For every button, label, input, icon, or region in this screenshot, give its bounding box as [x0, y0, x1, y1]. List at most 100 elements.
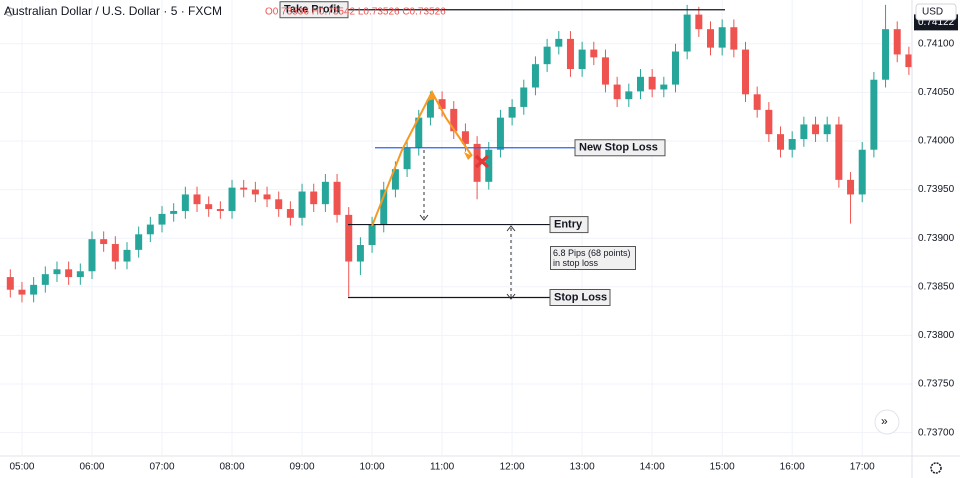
candle-body [730, 27, 738, 50]
axes: 0.73700 0.73750 0.73800 0.73850 0.73900 0.739… [9, 14, 958, 473]
x-tick-label: 15:00 [710, 462, 735, 473]
candle-body [6, 277, 14, 290]
candle-body [181, 194, 189, 211]
candle-body [835, 124, 843, 180]
candle-body [788, 139, 796, 150]
level-label: Take Profit [284, 4, 340, 16]
candle-body [496, 117, 504, 150]
candle-body [251, 189, 259, 195]
y-tick-label: 0.73700 [918, 427, 955, 438]
x-tick-label: 11:00 [430, 462, 455, 473]
candle-body [275, 199, 283, 210]
level-label: Entry [554, 218, 583, 230]
candle-body [695, 14, 703, 30]
candle-body [777, 134, 785, 150]
candle-body [53, 269, 61, 275]
candle-body [648, 76, 656, 90]
candle-body [893, 29, 901, 55]
candle-body [753, 94, 761, 110]
y-tick-label: 0.74050 [918, 87, 955, 98]
candle-body [461, 131, 469, 144]
x-tick-label: 13:00 [570, 462, 595, 473]
candle-body [205, 204, 213, 210]
pip-note: 6.8 Pips (68 points) in stop loss [550, 246, 636, 270]
candle-body [765, 109, 773, 135]
symbol-title: Australian Dollar / U.S. Dollar · 5 · FX… [4, 4, 222, 18]
candle-body [566, 38, 574, 70]
candle-body [812, 124, 820, 135]
x-tick-label: 06:00 [79, 462, 104, 473]
level-label-box [279, 1, 349, 19]
candle-body [800, 124, 808, 140]
candle-body [158, 213, 166, 225]
x-tick-label: 09:00 [290, 462, 315, 473]
candle-body [438, 99, 446, 109]
candle-body [380, 189, 388, 225]
candle-body [30, 284, 38, 295]
candle-body [625, 91, 633, 100]
y-tick-label: 0.73750 [918, 379, 955, 390]
candle-body [368, 224, 376, 245]
candle-body [905, 54, 913, 68]
level-label: Stop Loss [554, 291, 607, 303]
settings-icon[interactable] [930, 462, 942, 474]
candle-body [356, 245, 364, 262]
arrow-head [426, 92, 436, 101]
candle-body [193, 194, 201, 205]
candle-body [555, 38, 563, 47]
y-tick-label: 0.74100 [918, 38, 955, 49]
candle-body [718, 27, 726, 48]
candle-body [531, 64, 539, 88]
candle-body [18, 289, 26, 295]
candle-body [683, 14, 691, 52]
candle-body [310, 191, 318, 205]
x-tick-label: 08:00 [220, 462, 245, 473]
ohlc-values: O0.73536 H0.73542 L0.73526 C0.73526 [265, 7, 446, 18]
candle-body [520, 87, 528, 107]
y-tick-label: 0.73800 [918, 330, 955, 341]
candle-body [613, 84, 621, 100]
candle-body [847, 179, 855, 195]
candle-body [391, 169, 399, 190]
levels: Take Profit New Stop Loss Entry Stop Loss [279, 1, 725, 306]
y-tick-label: 0.73850 [918, 281, 955, 292]
candle-body [263, 194, 271, 200]
candle-body [88, 239, 96, 272]
x-tick-label: 14:00 [640, 462, 665, 473]
x-tick-label: 17:00 [850, 462, 875, 473]
candle-body [286, 209, 294, 218]
candle-body [146, 224, 154, 235]
candle-body [345, 214, 353, 262]
y-tick-label: 0.73950 [918, 184, 955, 195]
candle-body [240, 187, 248, 190]
arrow-head [506, 293, 516, 300]
arrow-head [464, 152, 472, 160]
candle-body [870, 79, 878, 150]
candle-body [426, 99, 434, 118]
candle-body [321, 181, 329, 205]
scroll-icon: » [881, 414, 888, 428]
x-tick-label: 16:00 [780, 462, 805, 473]
candle-body [123, 249, 131, 262]
x-tick-label: 12:00 [500, 462, 525, 473]
candle-body [111, 244, 119, 262]
candle-body [450, 108, 458, 132]
level-label-box [549, 289, 611, 306]
candle-body [671, 51, 679, 85]
candle-body [228, 187, 236, 211]
level-label-box [574, 139, 666, 157]
currency-select[interactable] [915, 3, 957, 21]
candle-body [882, 29, 890, 80]
candle-body [578, 49, 586, 70]
candle-body [41, 274, 49, 285]
candle-body [823, 124, 831, 135]
candle-body [858, 149, 866, 195]
candle-body [590, 49, 598, 58]
candle-body [100, 239, 108, 245]
arrow-head [419, 214, 429, 221]
candle-body [216, 209, 224, 211]
candle-body [170, 210, 178, 214]
scroll-button[interactable] [874, 409, 900, 435]
